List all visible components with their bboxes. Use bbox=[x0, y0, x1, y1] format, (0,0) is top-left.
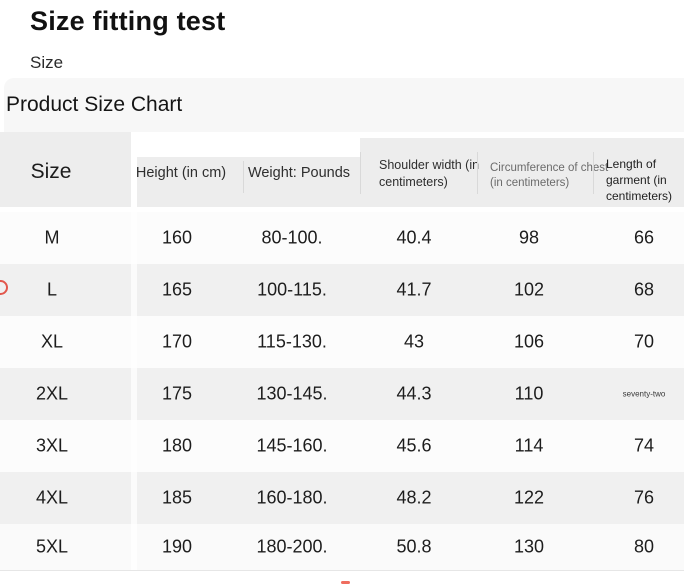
cell-size: 5XL bbox=[35, 536, 69, 557]
cell-chest: 98 bbox=[518, 227, 540, 248]
cell-weight: 145-160. bbox=[256, 435, 328, 456]
cell-size: L bbox=[46, 279, 58, 300]
cell-chest: 110 bbox=[514, 383, 544, 404]
table-row: XL 170 115-130. 43 106 70 bbox=[0, 316, 684, 368]
column-header-weight: Weight: Pounds bbox=[247, 165, 351, 181]
cell-weight: 115-130. bbox=[257, 331, 327, 352]
header-divider bbox=[477, 152, 478, 194]
cell-height: 175 bbox=[161, 383, 193, 404]
cell-size: XL bbox=[40, 331, 64, 352]
cell-chest: 114 bbox=[514, 435, 544, 456]
column-header-shoulder: Shoulder width (in centimeters) bbox=[379, 158, 480, 189]
page-title: Size fitting test bbox=[30, 6, 226, 36]
cell-shoulder: 45.6 bbox=[396, 435, 432, 456]
cell-shoulder: 40.4 bbox=[396, 227, 432, 248]
size-section-label: Size bbox=[30, 53, 64, 72]
cell-length: 70 bbox=[633, 331, 655, 352]
cell-length: seventy-two bbox=[622, 389, 666, 399]
cell-weight: 80-100. bbox=[261, 227, 323, 248]
section-header-band: Product Size Chart bbox=[4, 78, 684, 132]
cell-shoulder: 44.3 bbox=[396, 383, 432, 404]
table-row: 3XL 180 145-160. 45.6 114 74 bbox=[0, 420, 684, 472]
table-row: L 165 100-115. 41.7 102 68 bbox=[0, 264, 684, 316]
cell-height: 185 bbox=[161, 487, 193, 508]
table-header-size-block bbox=[0, 132, 131, 207]
cell-chest: 102 bbox=[513, 279, 545, 300]
cell-length: 80 bbox=[633, 536, 655, 557]
cell-length: 74 bbox=[633, 435, 655, 456]
table-header-right-block bbox=[360, 138, 684, 207]
cell-chest: 122 bbox=[513, 487, 545, 508]
cell-size: 3XL bbox=[35, 435, 69, 456]
header-divider bbox=[243, 161, 244, 193]
red-dash-icon bbox=[341, 581, 350, 584]
cell-size: 2XL bbox=[35, 383, 69, 404]
table-header-left-block bbox=[137, 157, 360, 207]
cell-chest: 130 bbox=[513, 536, 545, 557]
cell-height: 170 bbox=[161, 331, 193, 352]
cell-size: M bbox=[44, 227, 60, 248]
cell-length: 66 bbox=[633, 227, 655, 248]
cell-shoulder: 41.7 bbox=[396, 279, 432, 300]
cell-size: 4XL bbox=[35, 487, 69, 508]
cell-shoulder: 50.8 bbox=[396, 536, 432, 557]
cell-weight: 160-180. bbox=[256, 487, 328, 508]
header-divider bbox=[360, 152, 361, 194]
cell-shoulder: 43 bbox=[403, 331, 425, 352]
cell-height: 190 bbox=[161, 536, 193, 557]
cell-shoulder: 48.2 bbox=[396, 487, 432, 508]
cell-height: 160 bbox=[161, 227, 193, 248]
cell-weight: 100-115. bbox=[257, 279, 327, 300]
section-title: Product Size Chart bbox=[6, 93, 183, 116]
red-cursor-ring-icon bbox=[0, 280, 8, 295]
cell-chest: 106 bbox=[513, 331, 545, 352]
cell-weight: 180-200. bbox=[256, 536, 328, 557]
cell-height: 165 bbox=[161, 279, 193, 300]
table-row: 5XL 190 180-200. 50.8 130 80 bbox=[0, 524, 684, 571]
table-row: M 160 80-100. 40.4 98 66 bbox=[0, 212, 684, 264]
column-header-size: Size bbox=[30, 160, 72, 183]
cell-height: 180 bbox=[161, 435, 193, 456]
table-row: 4XL 185 160-180. 48.2 122 76 bbox=[0, 472, 684, 524]
header-divider bbox=[593, 152, 594, 194]
column-header-height: Height (in cm) bbox=[135, 165, 227, 181]
cell-length: 68 bbox=[633, 279, 655, 300]
cell-length: 76 bbox=[633, 487, 655, 508]
column-header-chest: Circumference of chest (in centimeters) bbox=[490, 162, 609, 190]
size-table-body: M 160 80-100. 40.4 98 66 L 165 100-115. … bbox=[0, 212, 684, 571]
table-row: 2XL 175 130-145. 44.3 110 seventy-two bbox=[0, 368, 684, 420]
cell-weight: 130-145. bbox=[256, 383, 328, 404]
column-header-length: Length of garment (in centimeters) bbox=[606, 157, 673, 203]
